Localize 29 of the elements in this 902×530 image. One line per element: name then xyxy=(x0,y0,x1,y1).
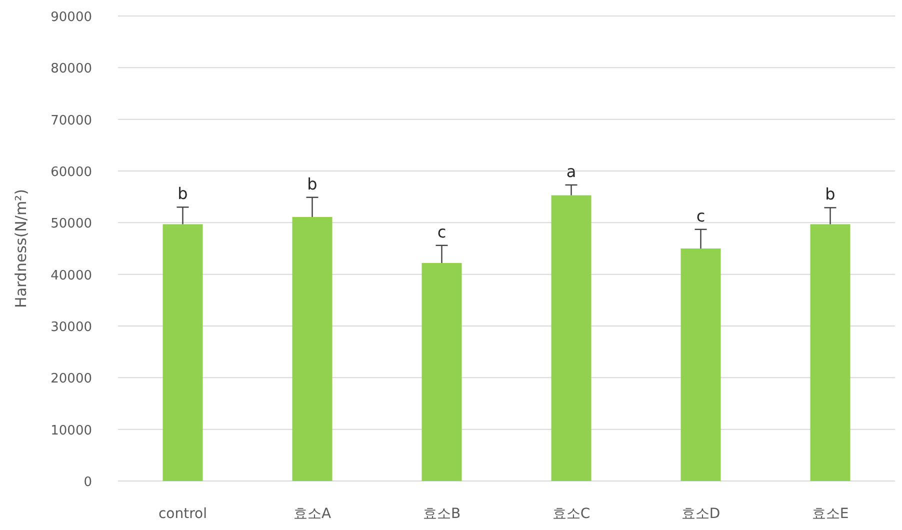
y-tick-label: 80000 xyxy=(50,62,92,77)
bar xyxy=(551,195,592,481)
x-tick-label: 효소D xyxy=(681,506,720,522)
y-tick-label: 30000 xyxy=(50,320,92,335)
y-tick-label: 0 xyxy=(84,475,92,490)
y-tick-label: 90000 xyxy=(50,10,92,25)
bar xyxy=(162,224,203,481)
bar xyxy=(422,262,462,481)
x-tick-label: 효소A xyxy=(293,506,332,522)
x-tick-label: 효소B xyxy=(422,506,461,522)
annotation: b xyxy=(178,184,188,204)
x-tick-label: 효소E xyxy=(812,506,849,522)
annotation: c xyxy=(696,206,706,226)
y-tick-label: 20000 xyxy=(50,372,92,387)
y-tick-label: 60000 xyxy=(50,165,92,180)
x-tick-label: control xyxy=(158,506,208,522)
x-tick-label: 효소C xyxy=(552,506,590,522)
annotation: b xyxy=(825,184,836,204)
annotation: c xyxy=(437,222,446,242)
y-tick-label: 40000 xyxy=(50,268,92,284)
bar xyxy=(292,216,332,481)
y-tick-label: 70000 xyxy=(50,113,92,128)
bar xyxy=(680,248,721,481)
annotation: a xyxy=(566,162,576,181)
bar xyxy=(810,224,850,481)
y-axis-title: Hardness(N/m²) xyxy=(12,189,30,308)
y-tick-label: 10000 xyxy=(50,423,92,438)
annotation: b xyxy=(307,174,318,194)
y-tick-label: 50000 xyxy=(50,216,92,232)
